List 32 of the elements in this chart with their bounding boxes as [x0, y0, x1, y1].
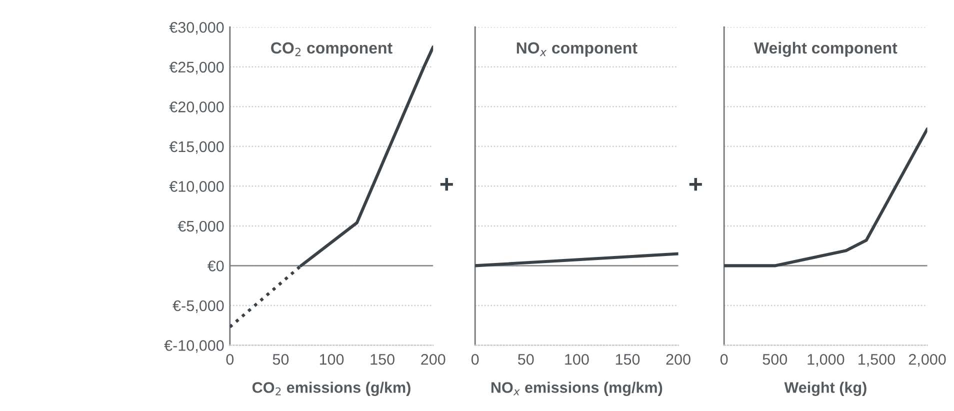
x-tick-label: 1,000: [808, 354, 844, 367]
x-tick-label: 150: [370, 354, 394, 365]
y-tick-label: €30,000: [169, 22, 224, 35]
x-tick-label: 1,500: [858, 354, 896, 367]
x-tick-label: 100: [320, 354, 344, 365]
x-tick-label: 0: [720, 354, 728, 365]
text: +: [689, 178, 702, 191]
text: Weight component: [754, 42, 898, 57]
text: NO$_{x}$ component: [516, 42, 638, 57]
x-tick-label: 50: [518, 354, 534, 365]
y-tick-label: €5,000: [178, 220, 224, 234]
text: +: [440, 178, 453, 191]
x-axis-title: Weight (kg): [784, 382, 866, 396]
y-tick-label: €10,000: [169, 181, 224, 194]
x-axis-title: CO$_{2}$ emissions (g/km): [252, 382, 410, 396]
x-tick-label: 0: [226, 354, 234, 365]
x-axis-title: NO$_{x}$ emissions (mg/km): [491, 382, 662, 396]
y-tick-label: €15,000: [169, 141, 224, 154]
x-tick-label: 500: [762, 354, 788, 365]
x-tick-label: 100: [565, 354, 589, 365]
x-tick-label: 2,000: [908, 354, 946, 367]
x-tick-label: 0: [471, 354, 479, 365]
text: CO$_{2}$ component: [271, 42, 392, 57]
y-tick-label: €-10,000: [164, 340, 224, 353]
y-tick-label: €0: [207, 260, 224, 272]
y-tick-label: €-5,000: [172, 300, 224, 313]
x-tick-label: 200: [421, 354, 446, 365]
x-tick-label: 150: [616, 354, 640, 365]
y-tick-label: €25,000: [169, 62, 224, 74]
x-tick-label: 50: [272, 354, 289, 365]
y-tick-label: €20,000: [169, 102, 224, 114]
x-tick-label: 200: [666, 354, 690, 365]
